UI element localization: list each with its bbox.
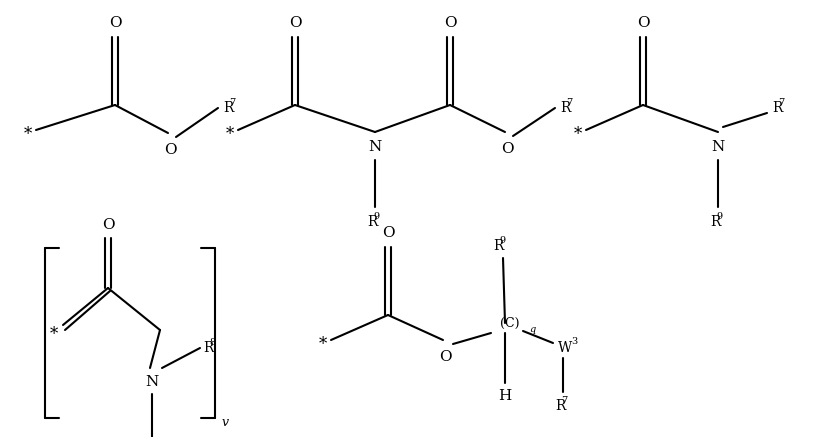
Text: O: O: [164, 143, 176, 157]
Text: *: *: [50, 326, 58, 343]
Text: v: v: [221, 416, 228, 430]
Text: 9: 9: [716, 212, 722, 221]
Text: R: R: [493, 239, 503, 253]
Text: O: O: [439, 350, 451, 364]
Text: 9: 9: [373, 212, 379, 221]
Text: 7: 7: [561, 396, 567, 405]
Text: R: R: [367, 215, 377, 229]
Text: O: O: [289, 16, 301, 30]
Text: O: O: [382, 226, 394, 240]
Text: *: *: [319, 336, 327, 354]
Text: N: N: [145, 375, 158, 389]
Text: R: R: [203, 341, 213, 355]
Text: O: O: [102, 218, 114, 232]
Text: R: R: [223, 101, 233, 115]
Text: R: R: [710, 215, 721, 229]
Text: O: O: [444, 16, 456, 30]
Text: N: N: [368, 140, 382, 154]
Text: N: N: [712, 140, 725, 154]
Text: O: O: [109, 16, 122, 30]
Text: 8: 8: [209, 338, 215, 347]
Text: R: R: [555, 399, 565, 413]
Text: *: *: [226, 126, 234, 143]
Text: 9: 9: [499, 236, 505, 245]
Text: *: *: [24, 126, 32, 143]
Text: 7: 7: [566, 98, 573, 107]
Text: O: O: [501, 142, 513, 156]
Text: *: *: [574, 126, 582, 143]
Text: R: R: [772, 101, 783, 115]
Text: (C): (C): [500, 316, 520, 329]
Text: R: R: [560, 101, 570, 115]
Text: q: q: [529, 325, 535, 333]
Text: O: O: [636, 16, 650, 30]
Text: H: H: [499, 389, 512, 403]
Text: 7: 7: [229, 98, 236, 107]
Text: 7: 7: [778, 98, 784, 107]
Text: 3: 3: [571, 337, 577, 347]
Text: W: W: [558, 341, 572, 355]
